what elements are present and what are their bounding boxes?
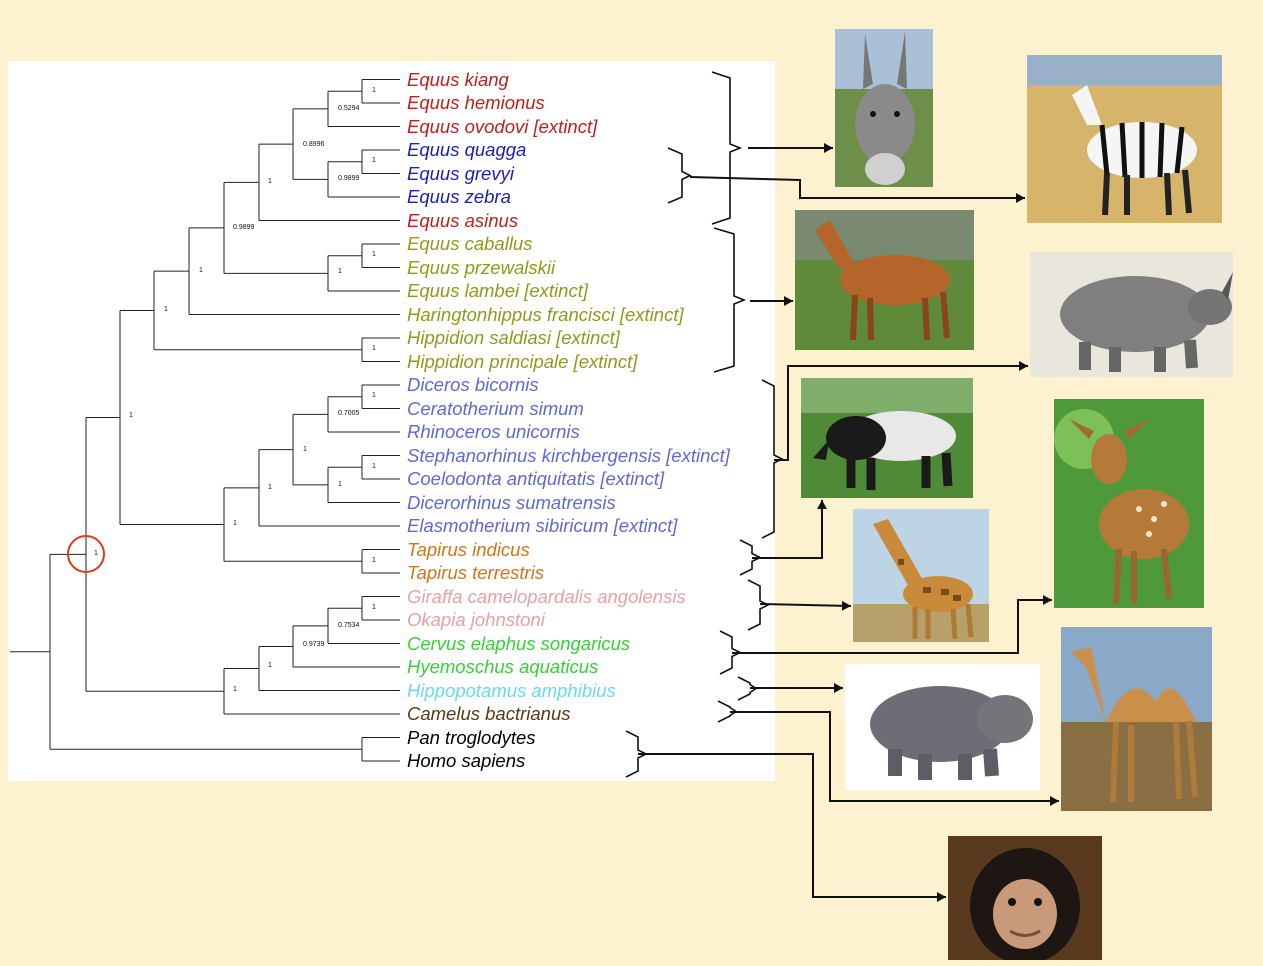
taxon-label: Equus hemionus [407,92,545,113]
taxon-label: Hippidion saldiasi [extinct] [407,327,620,348]
support-value: 0.9899 [233,224,255,231]
arrowhead [1043,595,1052,605]
clade-arrows [638,143,1059,902]
clade-arrow [730,711,1059,802]
clade-bracket [713,227,747,373]
highlight-circle [67,535,105,573]
taxon-label: Cervus elaphus songaricus [407,632,631,654]
tapir-photo [801,378,973,498]
arrowhead [937,892,946,902]
clade-bracket [711,71,743,225]
support-value: 1 [164,306,168,313]
rhinoceros-photo [1030,252,1233,377]
taxon-label: Pan troglodytes [407,726,536,748]
support-value: 0.9739 [303,641,325,648]
taxon-label: Coelodonta antiquitatis [extinct] [407,468,665,489]
support-value: 1 [268,484,272,491]
support-value: 0.5294 [338,105,360,112]
giraffe-photo [853,509,989,642]
support-value: 0.7005 [338,410,360,417]
taxon-label: Stephanorhinus kirchbergensis [extinct] [407,444,730,466]
clade-bracket [667,147,692,204]
donkey-photo [835,29,933,187]
zebra-photo [1027,55,1222,223]
tree-branches [10,79,400,762]
support-value: 1 [129,412,133,419]
taxon-label: Camelus bactrianus [407,703,571,724]
support-value: 1 [268,178,272,185]
taxon-label: Elasmotherium sibiricum [extinct] [407,515,678,536]
taxon-label: Haringtonhippus francisci [extinct] [407,303,684,325]
arrowhead [1019,361,1028,371]
clade-arrow [638,753,946,898]
hippopotamus-photo [845,664,1040,790]
taxon-label: Equus lambei [extinct] [407,280,588,301]
taxon-label: Ceratotherium simum [407,397,584,419]
support-value: 1 [338,481,342,488]
taxon-label: Equus kiang [407,68,509,90]
support-value: 1 [268,662,272,669]
support-value: 1 [338,268,342,275]
taxon-label: Equus przewalskii [407,256,556,278]
chimpanzee-photo [948,836,1102,960]
arrowhead [1050,796,1059,806]
taxon-label: Diceros bicornis [407,374,539,395]
support-value: 1 [372,157,376,164]
support-value: 1 [372,604,376,611]
clade-arrow [732,599,1052,654]
taxon-label: Equus zebra [407,186,511,207]
taxon-label: Hyemoschus aquaticus [407,656,599,677]
clade-arrow [752,500,823,559]
arrowhead [834,683,843,693]
support-value: 1 [372,345,376,352]
arrowhead [841,600,851,611]
arrowhead [817,500,827,509]
taxon-label: Equus ovodovi [extinct] [407,115,598,137]
arrowhead [1016,193,1025,203]
support-value: 1 [233,520,237,527]
support-value: 1 [303,446,307,453]
taxon-label: Tapirus indicus [407,538,530,560]
clade-arrow [689,176,1025,199]
taxon-label: Dicerorhinus sumatrensis [407,491,616,513]
arrowhead [824,143,833,153]
taxon-label: Homo sapiens [407,750,526,771]
phylogeny-panel [8,61,775,781]
support-value: 0.8996 [303,141,325,148]
taxon-label: Tapirus terrestris [407,562,545,583]
support-value: 1 [199,267,203,274]
taxon-label: Equus asinus [407,209,519,231]
support-value: 1 [372,557,376,564]
support-value: 1 [372,392,376,399]
clade-arrow [759,603,852,607]
support-value: 1 [372,463,376,470]
camel-photo [1061,627,1212,811]
support-value: 1 [94,550,98,557]
support-value: 1 [233,686,237,693]
taxon-label: Rhinoceros unicornis [407,421,580,442]
taxon-label: Hippidion principale [extinct] [407,350,638,372]
taxon-label: Equus caballus [407,233,533,254]
support-value: 0.9899 [338,175,360,182]
arrowhead [784,296,793,306]
horse-photo [795,210,974,350]
taxon-label: Equus grevyi [407,162,514,184]
support-value: 1 [372,87,376,94]
clade-arrow [774,365,1028,461]
support-value: 0.7534 [338,622,360,629]
taxon-label: Equus quagga [407,139,527,160]
taxon-label: Giraffa camelopardalis angolensis [407,585,686,607]
deer-photo [1054,399,1204,608]
taxon-label: Okapia johnstoni [407,609,545,630]
support-value: 1 [372,251,376,258]
taxon-label: Hippopotamus amphibius [407,679,616,701]
